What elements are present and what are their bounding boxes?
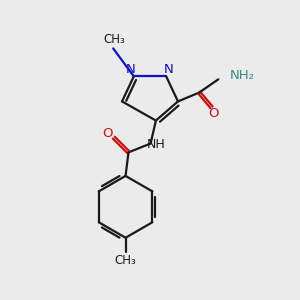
- Text: N: N: [164, 63, 173, 76]
- Text: CH₃: CH₃: [104, 33, 125, 46]
- Text: O: O: [103, 127, 113, 140]
- Text: NH: NH: [147, 139, 166, 152]
- Text: NH₂: NH₂: [230, 69, 254, 82]
- Text: N: N: [126, 63, 136, 76]
- Text: O: O: [208, 107, 218, 120]
- Text: CH₃: CH₃: [115, 254, 136, 267]
